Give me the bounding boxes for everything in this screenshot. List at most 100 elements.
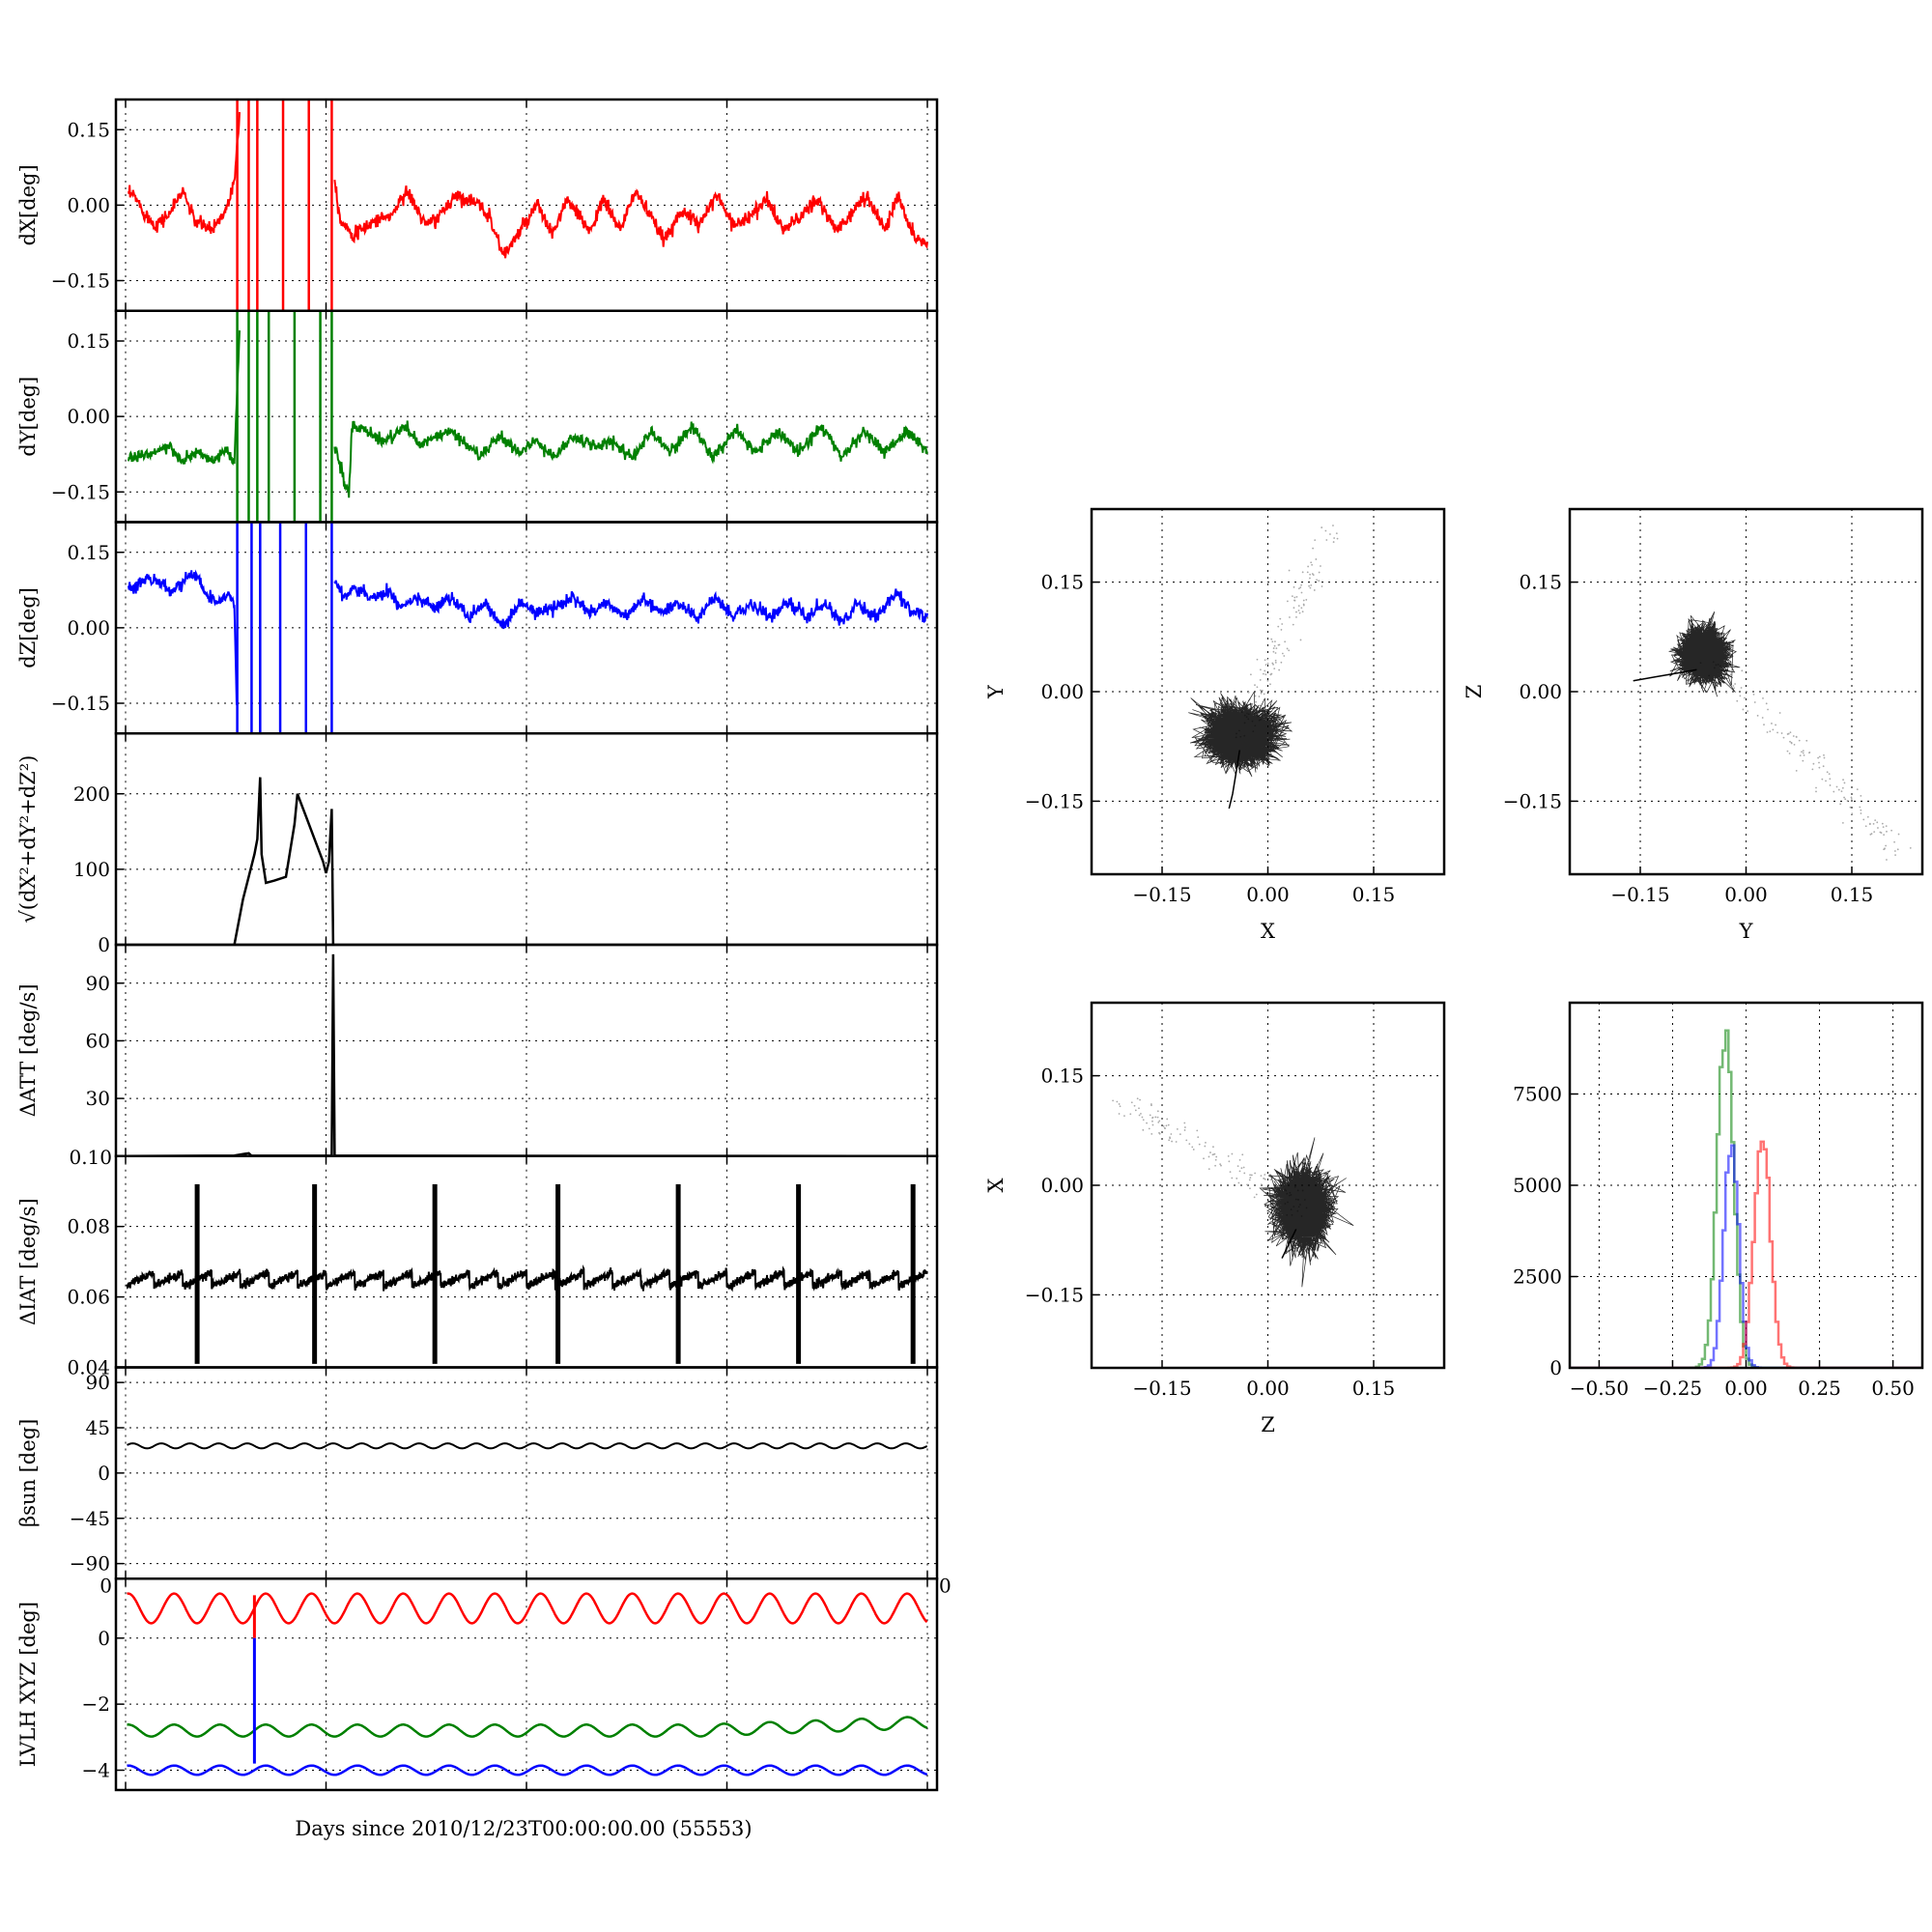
time-axis-label: Days since 2010/12/23T00:00:00.00 (55553… <box>295 1817 752 1840</box>
sparse-point <box>1241 1153 1244 1156</box>
sparse-point <box>1762 696 1764 699</box>
sparse-point <box>1141 1116 1144 1119</box>
plot-area-zx <box>1112 1097 1354 1288</box>
ylabel-datt: ΔATT [deg/s] <box>16 983 40 1117</box>
series-line <box>127 1442 928 1450</box>
sparse-point <box>1822 765 1825 768</box>
ytick-label: 7500 <box>1513 1083 1562 1106</box>
sparse-point <box>1897 833 1900 836</box>
sparse-point <box>1870 833 1873 835</box>
sparse-point <box>1183 1126 1186 1128</box>
sparse-point <box>1261 690 1264 692</box>
sparse-point <box>1260 1183 1263 1186</box>
sparse-point <box>1205 1141 1207 1144</box>
sparse-point <box>1850 798 1853 800</box>
ytick-label: −90 <box>70 1552 110 1576</box>
sparse-point <box>1740 687 1743 689</box>
sparse-point <box>1882 826 1885 828</box>
sparse-point <box>1136 1097 1139 1100</box>
sparse-point <box>1321 526 1323 528</box>
sparse-point <box>1134 1109 1137 1112</box>
sparse-point <box>1292 623 1294 626</box>
sparse-point <box>1130 1101 1133 1104</box>
sparse-point <box>1782 736 1785 739</box>
sparse-point <box>1288 569 1291 572</box>
sparse-point <box>1761 717 1764 719</box>
sparse-point <box>1801 751 1803 753</box>
sparse-point <box>1815 790 1817 793</box>
sparse-point <box>1299 639 1302 641</box>
sparse-point <box>1305 599 1308 601</box>
sparse-point <box>1264 664 1267 667</box>
series-line-1 <box>127 1716 928 1738</box>
plot-area-yz <box>1633 611 1912 861</box>
sparse-point <box>1746 691 1748 694</box>
sparse-point <box>1828 773 1831 776</box>
sparse-point <box>1293 585 1295 588</box>
sparse-point <box>1741 669 1744 672</box>
sparse-point <box>1164 1127 1166 1129</box>
sparse-point <box>1850 796 1853 799</box>
sparse-point <box>1732 685 1735 687</box>
sparse-point <box>1175 1141 1178 1143</box>
sparse-point <box>1803 753 1805 756</box>
series-line-resume <box>333 179 928 259</box>
sparse-point <box>1219 1163 1222 1166</box>
sparse-point <box>1142 1119 1145 1122</box>
panel-dx: −0.15 0.00 0.15 dX[deg] <box>16 98 939 312</box>
sparse-point <box>1260 1175 1263 1178</box>
sparse-point <box>1263 1178 1265 1179</box>
sparse-point <box>1214 1164 1216 1167</box>
bottom-tick-label: 0.10 <box>69 1146 112 1169</box>
ylabel-dy: dY[deg] <box>16 377 40 457</box>
sparse-point <box>1288 649 1291 652</box>
sparse-point <box>1151 1116 1154 1119</box>
sparse-point <box>1301 571 1304 574</box>
xtick-label: 0.15 <box>1352 883 1396 906</box>
sparse-point <box>1167 1123 1170 1126</box>
sparse-point <box>1743 696 1746 699</box>
scatter-cluster <box>1188 691 1293 778</box>
sparse-point <box>1289 616 1291 618</box>
corner-label-left: 0 <box>99 1574 112 1597</box>
series-line-resume <box>333 420 928 498</box>
ytick-label: 45 <box>86 1416 110 1439</box>
sparse-point <box>1763 724 1765 726</box>
sparse-point <box>1313 589 1316 591</box>
sparse-point <box>1335 532 1338 534</box>
sparse-point <box>1266 679 1269 682</box>
sparse-point <box>1839 803 1842 806</box>
scatter-cluster <box>1259 1137 1354 1288</box>
sparse-point <box>1259 679 1262 681</box>
sparse-point <box>1142 1128 1145 1131</box>
sparse-point <box>1802 759 1804 762</box>
sparse-point <box>1156 1110 1159 1113</box>
ytick-label: 5000 <box>1513 1174 1562 1197</box>
sparse-point <box>1805 739 1808 742</box>
sparse-point <box>1284 640 1287 643</box>
panel-datt: 30 60 90 ΔATT [deg/s] 0.10 <box>16 943 939 1169</box>
ytick-label: 0.00 <box>1040 680 1084 703</box>
sparse-point <box>1264 669 1266 672</box>
plot-area-beta <box>127 1442 928 1450</box>
sparse-point <box>1318 571 1321 574</box>
sparse-point <box>1841 821 1844 824</box>
ytick-label: 0.15 <box>1519 571 1562 594</box>
ylabel-yz: Z <box>1463 685 1486 699</box>
sparse-point <box>1274 661 1277 664</box>
ytick-label: 0.06 <box>67 1286 110 1309</box>
xtick-label: −0.50 <box>1570 1377 1629 1400</box>
sparse-point <box>1789 740 1791 743</box>
sparse-point <box>1209 1151 1211 1153</box>
plot-area-lvlh <box>127 1592 928 1776</box>
scatter-cluster <box>1668 611 1741 697</box>
sparse-point <box>1183 1122 1186 1124</box>
spike-bar <box>910 1183 916 1364</box>
sparse-point <box>1165 1124 1168 1127</box>
sparse-point <box>1213 1152 1216 1155</box>
ytick-label: 0.00 <box>1040 1174 1084 1197</box>
sparse-point <box>1299 586 1302 589</box>
sparse-point <box>1179 1133 1181 1136</box>
sparse-point <box>1148 1127 1151 1130</box>
ytick-label: 30 <box>86 1087 110 1110</box>
